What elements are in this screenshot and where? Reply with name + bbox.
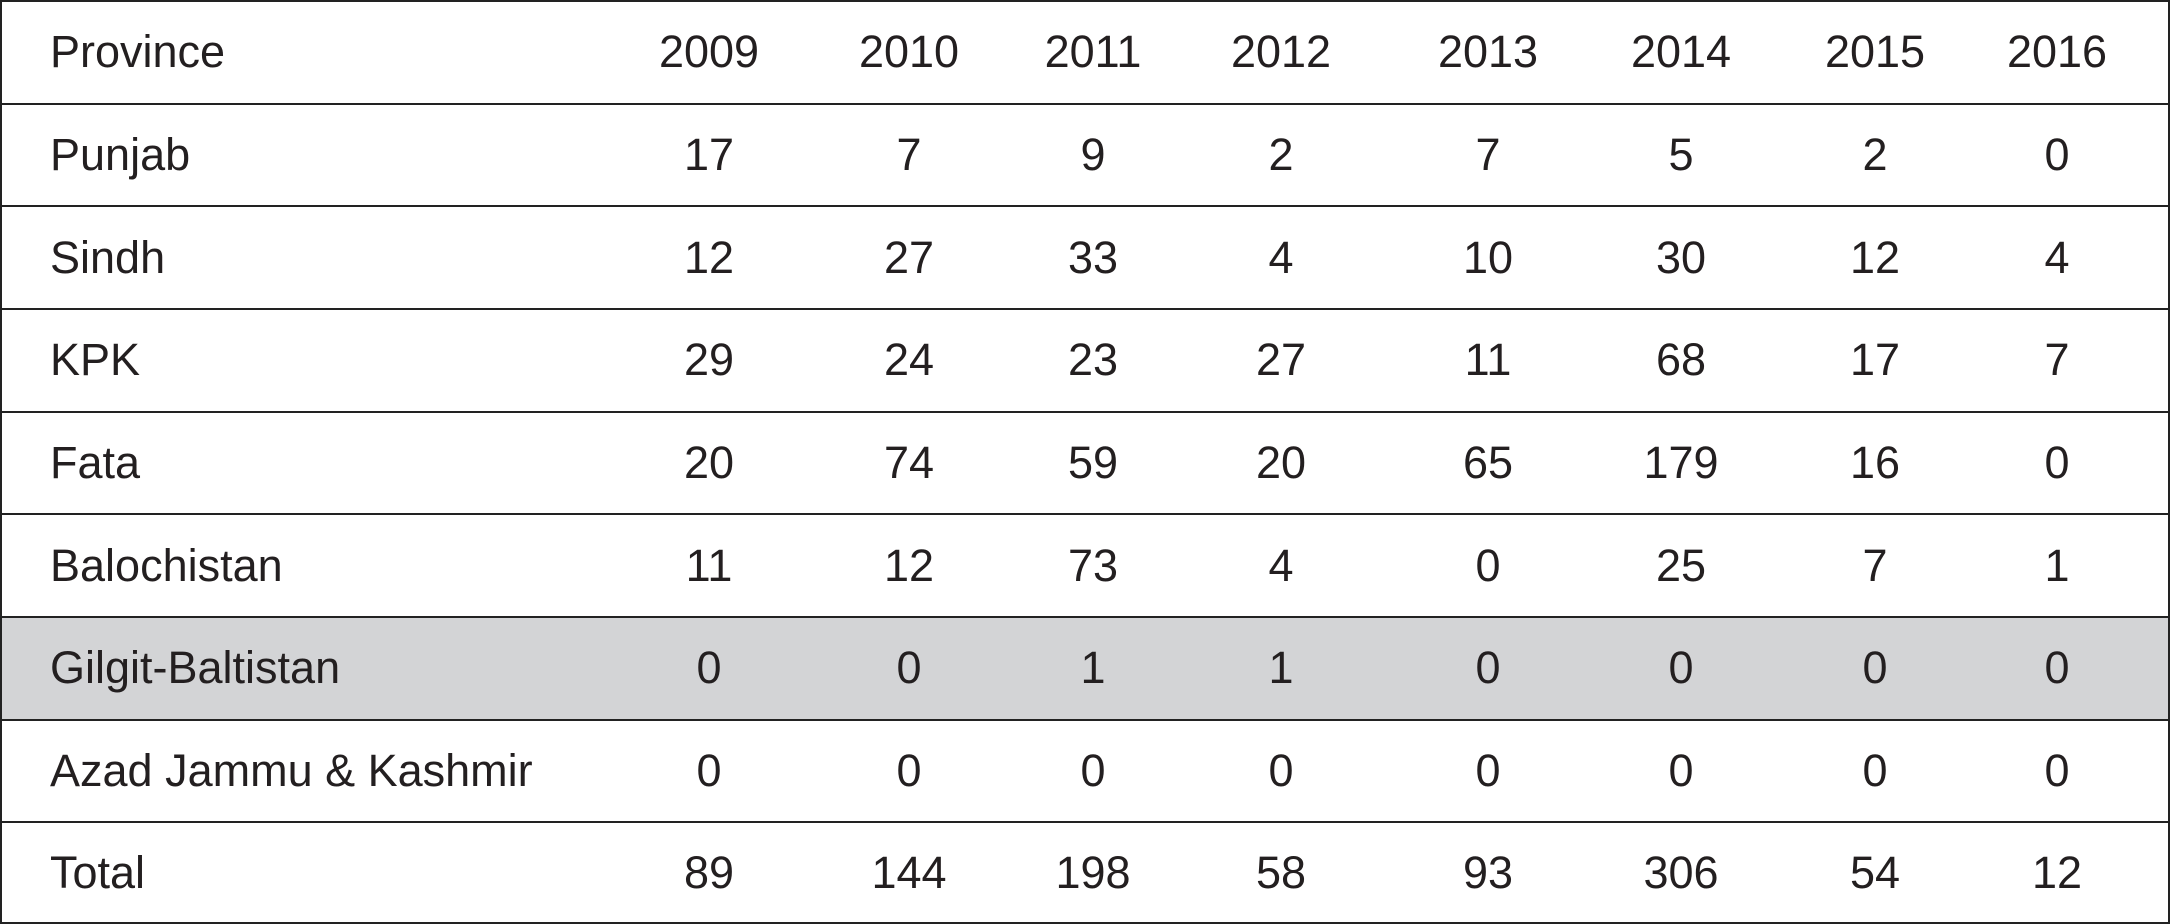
cell-value: 1 [2044, 539, 2070, 591]
cell-value: 2 [1268, 128, 1294, 180]
row-label: Gilgit-Baltistan [50, 642, 341, 694]
cell-value: 74 [883, 436, 935, 488]
table-row: Sindh 12 27 33 4 10 30 12 4 [2, 205, 2168, 308]
cell-value: 2015 [1824, 26, 1926, 78]
cell-value: 12 [683, 231, 735, 283]
cell-value: 0 [1475, 744, 1501, 796]
cell-value: 0 [1668, 642, 1694, 694]
table-row: Azad Jammu & Kashmir 0 0 0 0 0 0 0 0 [2, 718, 2168, 822]
row-label: Province [50, 26, 226, 78]
cell-value: 0 [1475, 642, 1501, 694]
cell-value: 2 [1862, 128, 1888, 180]
cell-value: 179 [1643, 436, 1719, 488]
row-label: KPK [50, 334, 141, 386]
cell-value: 1 [1268, 642, 1294, 694]
cell-value: 0 [2044, 436, 2070, 488]
cell-value: 68 [1655, 334, 1707, 386]
table-row: Fata 20 74 59 20 65 179 16 0 [2, 410, 2168, 514]
cell-value: 27 [883, 231, 935, 283]
cell-value: 12 [883, 539, 935, 591]
table-row: Total 89 144 198 58 93 306 54 12 [2, 821, 2168, 924]
cell-value: 4 [1268, 231, 1294, 283]
cell-value: 20 [1255, 436, 1307, 488]
cell-value: 29 [683, 334, 735, 386]
cell-value: 10 [1462, 231, 1514, 283]
cell-value: 2010 [858, 26, 960, 78]
cell-value: 0 [1668, 744, 1694, 796]
cell-value: 0 [2044, 128, 2070, 180]
cell-value: 7 [896, 128, 922, 180]
cell-value: 2009 [658, 26, 760, 78]
row-label: Balochistan [50, 539, 283, 591]
cell-value: 7 [2044, 334, 2070, 386]
cell-value: 0 [2044, 642, 2070, 694]
cell-value: 30 [1655, 231, 1707, 283]
cell-value: 198 [1055, 846, 1131, 898]
cell-value: 4 [1268, 539, 1294, 591]
cell-value: 0 [1268, 744, 1294, 796]
cell-value: 11 [1464, 334, 1512, 386]
cell-value: 7 [1475, 128, 1501, 180]
row-label: Total [50, 846, 146, 898]
cell-value: 65 [1462, 436, 1514, 488]
cell-value: 306 [1643, 846, 1719, 898]
cell-value: 2016 [2006, 26, 2108, 78]
cell-value: 27 [1255, 334, 1307, 386]
table-row: KPK 29 24 23 27 11 68 17 7 [2, 308, 2168, 411]
cell-value: 9 [1080, 128, 1106, 180]
cell-value: 59 [1067, 436, 1119, 488]
cell-value: 0 [1080, 744, 1106, 796]
cell-value: 2011 [1044, 26, 1142, 78]
cell-value: 20 [683, 436, 735, 488]
cell-value: 12 [1849, 231, 1901, 283]
row-label: Fata [50, 436, 141, 488]
row-label: Punjab [50, 128, 191, 180]
cell-value: 33 [1067, 231, 1119, 283]
cell-value: 89 [683, 846, 735, 898]
cell-value: 58 [1255, 846, 1307, 898]
cell-value: 4 [2044, 231, 2070, 283]
cell-value: 24 [883, 334, 935, 386]
cell-value: 25 [1655, 539, 1707, 591]
cell-value: 17 [683, 128, 735, 180]
cell-value: 0 [2044, 744, 2070, 796]
row-label: Sindh [50, 231, 166, 283]
cell-value: 12 [2031, 846, 2083, 898]
cell-value: 2014 [1630, 26, 1732, 78]
cell-value: 54 [1849, 846, 1901, 898]
table-row: Punjab 17 7 9 2 7 5 2 0 [2, 102, 2168, 206]
cell-value: 16 [1849, 436, 1901, 488]
cell-value: 93 [1462, 846, 1514, 898]
cell-value: 11 [685, 539, 733, 591]
cell-value: 0 [896, 744, 922, 796]
row-label: Azad Jammu & Kashmir [50, 744, 533, 796]
table-row: Balochistan 11 12 73 4 0 25 7 1 [2, 513, 2168, 616]
cell-value: 23 [1067, 334, 1119, 386]
cell-value: 1 [1080, 642, 1106, 694]
cell-value: 2012 [1230, 26, 1332, 78]
header-row: Province 2009 2010 2011 2012 2013 2014 2015 2016 [2, 0, 2168, 103]
cell-value: 0 [1862, 744, 1888, 796]
cell-value: 5 [1668, 128, 1694, 180]
cell-value: 0 [1475, 539, 1501, 591]
cell-value: 2013 [1437, 26, 1539, 78]
cell-value: 0 [696, 642, 722, 694]
cell-value: 0 [896, 642, 922, 694]
cell-value: 17 [1849, 334, 1901, 386]
cell-value: 7 [1862, 539, 1888, 591]
cell-value: 73 [1067, 539, 1119, 591]
cell-value: 0 [696, 744, 722, 796]
cell-value: 0 [1862, 642, 1888, 694]
cell-value: 144 [871, 846, 947, 898]
table-row: Gilgit-Baltistan 0 0 1 1 0 0 0 0 [2, 616, 2168, 719]
